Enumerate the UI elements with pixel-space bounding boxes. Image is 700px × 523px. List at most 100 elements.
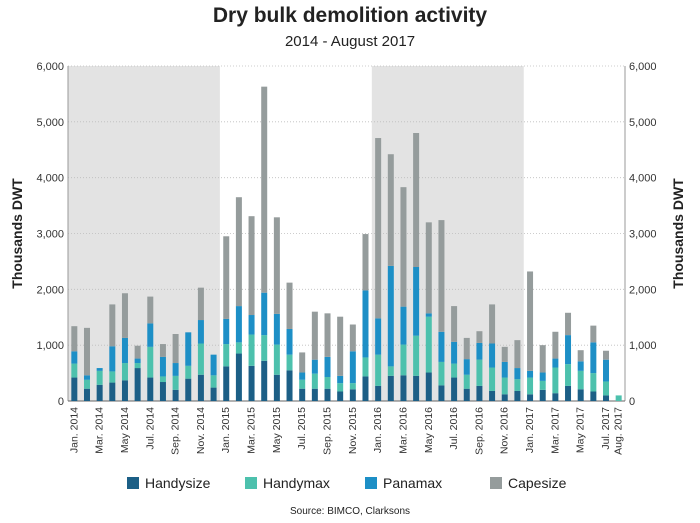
y-tick-label-left: 5,000	[36, 117, 64, 129]
y-tick-label-right: 6,000	[629, 61, 657, 73]
x-tick-label: Jul. 2017	[600, 407, 612, 450]
x-tick-label: May 2017	[575, 407, 587, 453]
bar-handysize	[121, 380, 128, 401]
bar-handymax	[311, 373, 318, 389]
bar-capesize	[527, 271, 534, 371]
bar-capesize	[235, 197, 242, 307]
x-tick-label: May 2015	[271, 407, 283, 453]
bar-capesize	[337, 316, 344, 376]
y-tick-label-right: 1,000	[629, 340, 657, 352]
bar-panamax	[223, 318, 230, 345]
bar-handysize	[299, 388, 306, 401]
bar-handymax	[96, 370, 103, 385]
y-tick-label-left: 2,000	[36, 284, 64, 296]
bar-handysize	[552, 393, 559, 401]
bar-capesize	[223, 236, 230, 319]
bar-panamax	[603, 359, 610, 382]
bar-capesize	[438, 220, 445, 332]
bar-handysize	[501, 394, 508, 401]
bar-panamax	[438, 331, 445, 362]
bar-panamax	[337, 375, 344, 384]
x-tick-label: Nov. 2016	[499, 407, 511, 454]
bar-handymax	[590, 373, 597, 392]
bar-capesize	[577, 350, 584, 362]
bar-handymax	[539, 380, 546, 390]
bar-handysize	[514, 390, 521, 401]
legend-swatch-handysize	[127, 477, 139, 489]
bar-panamax	[501, 361, 508, 378]
legend-label-capesize: Capesize	[508, 475, 567, 491]
bar-handymax	[159, 376, 166, 383]
bar-capesize	[603, 350, 610, 360]
y-tick-label-left: 6,000	[36, 61, 64, 73]
bar-handymax	[400, 344, 407, 376]
bar-handysize	[286, 370, 293, 401]
bar-handymax	[337, 383, 344, 392]
bar-handymax	[223, 344, 230, 367]
bar-capesize	[147, 296, 154, 324]
bar-handymax	[476, 359, 483, 386]
x-tick-label: Mar. 2016	[397, 407, 409, 454]
bar-panamax	[451, 341, 458, 364]
bar-capesize	[451, 306, 458, 342]
bar-panamax	[425, 313, 432, 317]
legend-swatch-handymax	[245, 477, 257, 489]
bar-handysize	[400, 375, 407, 401]
bar-panamax	[527, 370, 534, 378]
bar-handysize	[527, 394, 534, 401]
bar-handymax	[248, 334, 255, 366]
bar-handymax	[273, 344, 280, 375]
bar-handysize	[210, 387, 217, 401]
bar-panamax	[324, 356, 331, 377]
bar-capesize	[590, 325, 597, 343]
bar-capesize	[539, 345, 546, 373]
bar-panamax	[172, 363, 179, 376]
bar-capesize	[514, 340, 521, 369]
x-tick-label: Sep. 2016	[473, 407, 485, 455]
bar-capesize	[413, 133, 420, 267]
bar-handysize	[337, 391, 344, 401]
bar-handysize	[451, 377, 458, 401]
bar-handysize	[375, 385, 382, 401]
bar-handymax	[299, 379, 306, 389]
bar-handysize	[349, 389, 356, 401]
y-tick-label-left: 4,000	[36, 173, 64, 185]
bar-panamax	[109, 346, 116, 372]
bar-capesize	[324, 313, 331, 357]
bar-capesize	[463, 337, 470, 360]
bar-handymax	[172, 375, 179, 390]
bar-handymax	[577, 370, 584, 390]
bar-handymax	[425, 316, 432, 373]
bar-panamax	[96, 368, 103, 371]
bar-panamax	[185, 332, 192, 366]
bar-panamax	[590, 342, 597, 374]
bar-handymax	[413, 335, 420, 376]
x-tick-label: Aug. 2017	[613, 407, 625, 455]
shaded-band	[371, 66, 524, 401]
bar-handymax	[147, 346, 154, 378]
bar-handysize	[603, 395, 610, 401]
bar-handysize	[489, 390, 496, 401]
x-tick-label: May 2016	[423, 407, 435, 453]
bar-handymax	[603, 381, 610, 396]
bar-handysize	[565, 385, 572, 401]
bar-handysize	[83, 388, 90, 401]
bar-handymax	[83, 379, 90, 389]
y-tick-label-right: 5,000	[629, 117, 657, 129]
bar-panamax	[261, 292, 268, 336]
bar-handysize	[577, 389, 584, 401]
bar-panamax	[159, 356, 166, 377]
bar-handymax	[71, 363, 78, 378]
bar-handymax	[438, 361, 445, 386]
bar-panamax	[286, 328, 293, 355]
bar-panamax	[349, 351, 356, 384]
y-axis-title-left: Thousands DWT	[9, 178, 25, 289]
bar-handysize	[425, 372, 432, 401]
bar-handymax	[463, 374, 470, 389]
bar-panamax	[577, 361, 584, 371]
bar-handysize	[96, 384, 103, 401]
bar-panamax	[463, 359, 470, 375]
bar-panamax	[565, 335, 572, 365]
bar-panamax	[476, 342, 483, 360]
bar-panamax	[387, 265, 394, 367]
